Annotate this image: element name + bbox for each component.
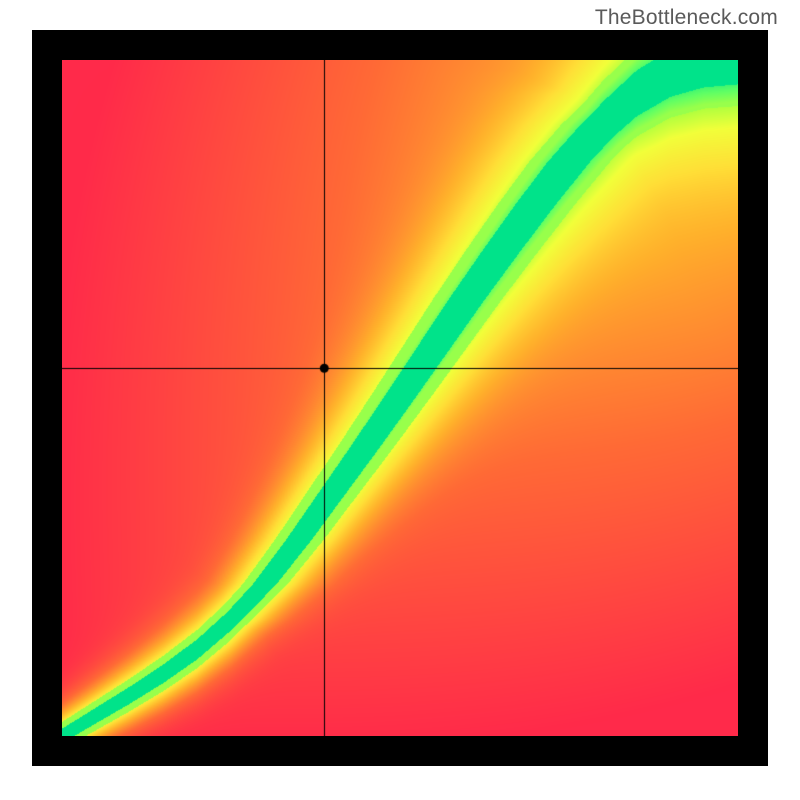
watermark-text: TheBottleneck.com — [595, 6, 778, 30]
heatmap-canvas — [62, 60, 738, 736]
chart-frame — [32, 30, 768, 766]
figure-container: TheBottleneck.com — [0, 0, 800, 800]
